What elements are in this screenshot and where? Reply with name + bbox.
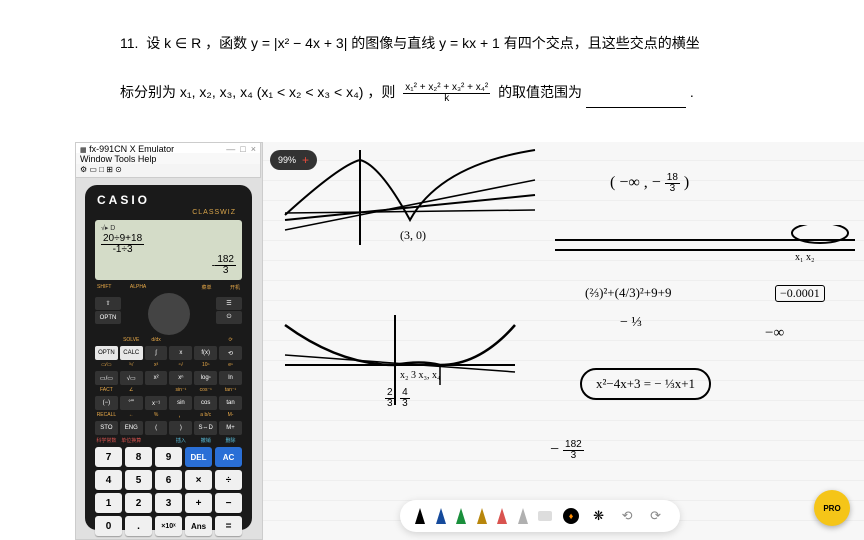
zoom-plus-icon[interactable]: + bbox=[302, 153, 309, 167]
on-button[interactable]: ⏻ bbox=[216, 311, 242, 324]
pen-grey[interactable] bbox=[518, 508, 528, 524]
optn-btn[interactable]: OPTN bbox=[95, 346, 118, 360]
dpad[interactable]: OPTN ☰ ⏻ ⇧ bbox=[91, 293, 246, 335]
emulator-iconbar[interactable]: ⚙ ▭ □ ⊞ ⊙ bbox=[75, 164, 261, 178]
eraser-icon[interactable] bbox=[538, 511, 552, 521]
shift-button[interactable]: ⇧ bbox=[95, 297, 121, 310]
ac-button[interactable]: AC bbox=[215, 447, 242, 467]
hand-equation-box: x²−4x+3 = − ⅓x+1 bbox=[580, 368, 711, 400]
pen-blue[interactable] bbox=[436, 508, 446, 524]
pen-brown[interactable] bbox=[477, 508, 487, 524]
top-labels: SHIFTALPHA菜单开机 bbox=[91, 284, 246, 291]
zoom-control[interactable]: 99%+ bbox=[270, 150, 317, 170]
pen-red[interactable] bbox=[497, 508, 507, 524]
numpad: 789DELAC 456×÷ 123+− 0.×10ˣAns= bbox=[91, 447, 246, 536]
undo-icon[interactable]: ⟲ bbox=[618, 507, 636, 525]
pen-green[interactable] bbox=[456, 508, 466, 524]
calculator-body: CASIO CLASSWIZ √▸ D 20÷9+18-1÷3 -1823 SH… bbox=[85, 185, 252, 530]
problem-text: 11. 设 k ∈ R ，函数 y = |x² − 4x + 3| 的图像与直线… bbox=[120, 28, 824, 108]
fn-row-1: OPTN CALC ∫ x f(x) ⟲ bbox=[91, 346, 246, 360]
hand-interval: ( −∞ , − 183 ) bbox=[610, 173, 689, 194]
redo-icon[interactable]: ⟳ bbox=[647, 507, 665, 525]
optn-button[interactable]: OPTN bbox=[95, 311, 121, 324]
lcd-screen: √▸ D 20÷9+18-1÷3 -1823 bbox=[95, 220, 242, 280]
color-wheel-icon[interactable]: ❋ bbox=[590, 507, 608, 525]
menu-button[interactable]: ☰ bbox=[216, 297, 242, 310]
answer-blank bbox=[586, 94, 686, 108]
drawing-toolbar[interactable]: ♦ ❋ ⟲ ⟳ bbox=[400, 500, 680, 532]
hand-final: − 1823 bbox=[550, 440, 584, 461]
category-row: 科学常数单位换算插入撤销删除 bbox=[91, 437, 246, 444]
calc-btn[interactable]: CALC bbox=[120, 346, 143, 360]
pro-fab[interactable]: PRO bbox=[814, 490, 850, 526]
pen-black[interactable] bbox=[415, 508, 425, 524]
model-label: CLASSWIZ bbox=[91, 209, 246, 216]
brand-label: CASIO bbox=[91, 191, 246, 209]
fire-icon[interactable]: ♦ bbox=[563, 508, 579, 524]
del-button[interactable]: DEL bbox=[185, 447, 212, 467]
